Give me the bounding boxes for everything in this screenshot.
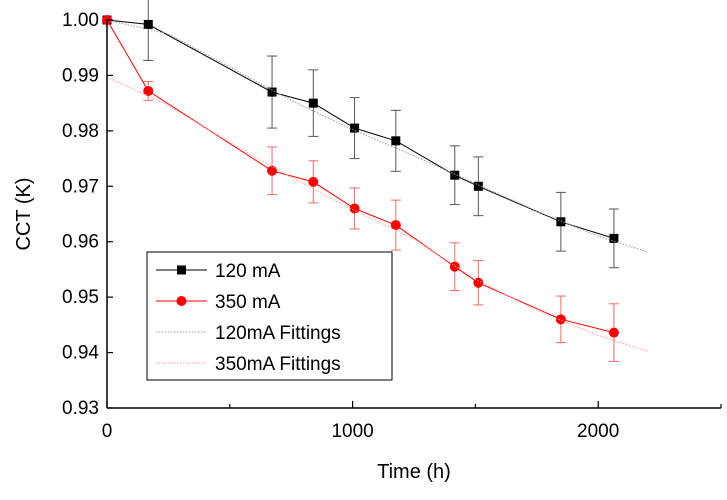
data-point (555, 314, 566, 325)
data-point (556, 217, 566, 227)
data-point (267, 87, 277, 97)
y-tick-label: 0.98 (62, 121, 99, 142)
data-point (450, 170, 460, 180)
data-point (350, 123, 360, 133)
data-point (267, 165, 278, 176)
y-tick-label: 0.99 (62, 65, 99, 86)
y-tick-label: 0.93 (62, 398, 99, 419)
data-point (608, 327, 619, 338)
data-point (308, 98, 318, 108)
data-point (449, 261, 460, 272)
legend-label: 120mA Fittings (215, 323, 341, 344)
legend: 120 mA 350 mA 120mA Fittings 350mA Fittings (146, 251, 393, 381)
y-tick-label: 1.00 (62, 10, 99, 31)
legend-box (146, 251, 393, 381)
fit-line-3 (106, 76, 648, 352)
y-axis-title: CCT (K) (13, 178, 35, 251)
x-axis-title: Time (h) (377, 461, 451, 483)
data-point (473, 277, 484, 288)
y-tick-label: 0.96 (62, 232, 99, 253)
legend-marker (177, 265, 186, 275)
data-point (391, 136, 401, 146)
x-tick-label: 1000 (331, 421, 373, 442)
x-tick-label: 0 (102, 421, 113, 442)
data-point (473, 181, 483, 191)
data-point (143, 19, 153, 29)
data-point (143, 85, 154, 96)
series-line-0 (106, 19, 615, 239)
data-point (609, 233, 619, 243)
legend-label: 350 mA (215, 292, 281, 313)
legend-label: 350mA Fittings (215, 354, 341, 375)
y-tick-label: 0.97 (62, 176, 99, 197)
plot-area (102, 0, 648, 362)
data-point (308, 176, 319, 187)
data-point (390, 220, 401, 231)
x-tick-label: 2000 (577, 421, 619, 442)
y-tick-label: 0.94 (62, 343, 99, 364)
legend-marker (176, 296, 187, 306)
axes: 0.93 0.94 0.95 0.96 0.97 0.98 0.99 1.00 0 1000 200… (62, 10, 722, 442)
series-line-1 (106, 19, 615, 334)
data-point (349, 203, 360, 214)
y-tick-label: 0.95 (62, 287, 99, 308)
legend-label: 120 mA (215, 261, 281, 282)
fit-line-2 (106, 19, 648, 253)
